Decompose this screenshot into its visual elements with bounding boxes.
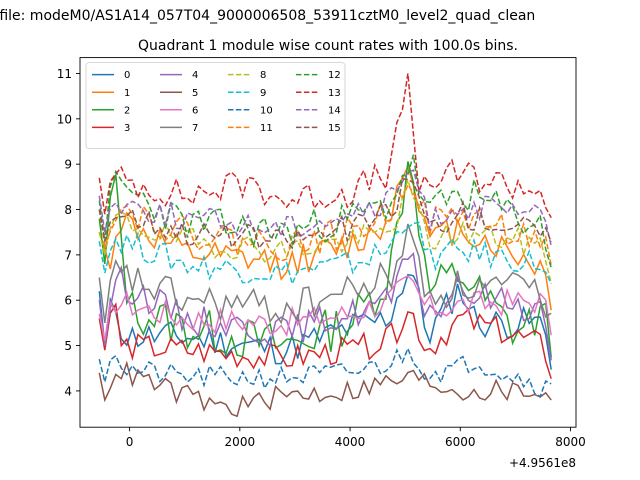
legend-label-15: 15 xyxy=(328,123,341,134)
legend-label-5: 5 xyxy=(192,88,198,99)
y-tick-label: 7 xyxy=(64,248,72,262)
legend-label-9: 9 xyxy=(260,88,266,99)
x-axis: 0 2000 4000 6000 8000 xyxy=(126,427,586,449)
y-tick-label: 4 xyxy=(64,384,72,398)
series-lines xyxy=(98,73,552,418)
series-line-8 xyxy=(98,177,552,284)
x-tick-label: 6000 xyxy=(445,435,476,449)
legend-label-8: 8 xyxy=(260,70,266,81)
x-tick-label: 0 xyxy=(126,435,134,449)
series-line-15 xyxy=(98,177,552,250)
y-tick-label: 11 xyxy=(57,67,72,81)
legend-label-1: 1 xyxy=(124,88,130,99)
series-line-4 xyxy=(98,251,552,361)
series-line-3 xyxy=(98,302,552,379)
series-line-7 xyxy=(98,223,552,325)
series-line-9 xyxy=(98,221,552,287)
legend-label-13: 13 xyxy=(328,88,341,99)
y-tick-label: 9 xyxy=(64,158,72,172)
y-tick-label: 10 xyxy=(57,112,72,126)
legend-label-11: 11 xyxy=(260,123,273,134)
series-line-1 xyxy=(98,164,552,311)
x-tick-label: 2000 xyxy=(225,435,256,449)
x-tick-label: 8000 xyxy=(555,435,586,449)
x-tick-label: 4000 xyxy=(335,435,366,449)
legend-label-14: 14 xyxy=(328,105,341,116)
y-tick-label: 8 xyxy=(64,203,72,217)
series-line-14 xyxy=(98,169,552,247)
y-tick-label: 6 xyxy=(64,294,72,308)
figure-suptitle: n file: modeM0/AS1A14_057T04_9000006508_… xyxy=(0,8,535,24)
series-line-12 xyxy=(98,154,552,269)
series-line-11 xyxy=(98,183,552,266)
legend-label-4: 4 xyxy=(192,70,198,81)
legend-label-2: 2 xyxy=(124,105,130,116)
legend-box xyxy=(85,62,346,149)
legend-label-10: 10 xyxy=(260,105,273,116)
legend-label-7: 7 xyxy=(192,123,198,134)
series-line-5 xyxy=(98,360,552,418)
legend-label-12: 12 xyxy=(328,70,341,81)
legend-label-6: 6 xyxy=(192,105,198,116)
series-line-13 xyxy=(98,73,552,219)
chart-title: Quadrant 1 module wise count rates with … xyxy=(138,38,518,54)
y-tick-label: 5 xyxy=(64,339,72,353)
legend-label-3: 3 xyxy=(124,123,130,134)
legend-label-0: 0 xyxy=(124,70,130,81)
series-line-10 xyxy=(98,346,552,398)
y-axis: 4 5 6 7 8 9 10 11 xyxy=(57,67,80,398)
x-offset-text: +4.9561e8 xyxy=(509,456,576,470)
axes-frame xyxy=(79,57,577,428)
